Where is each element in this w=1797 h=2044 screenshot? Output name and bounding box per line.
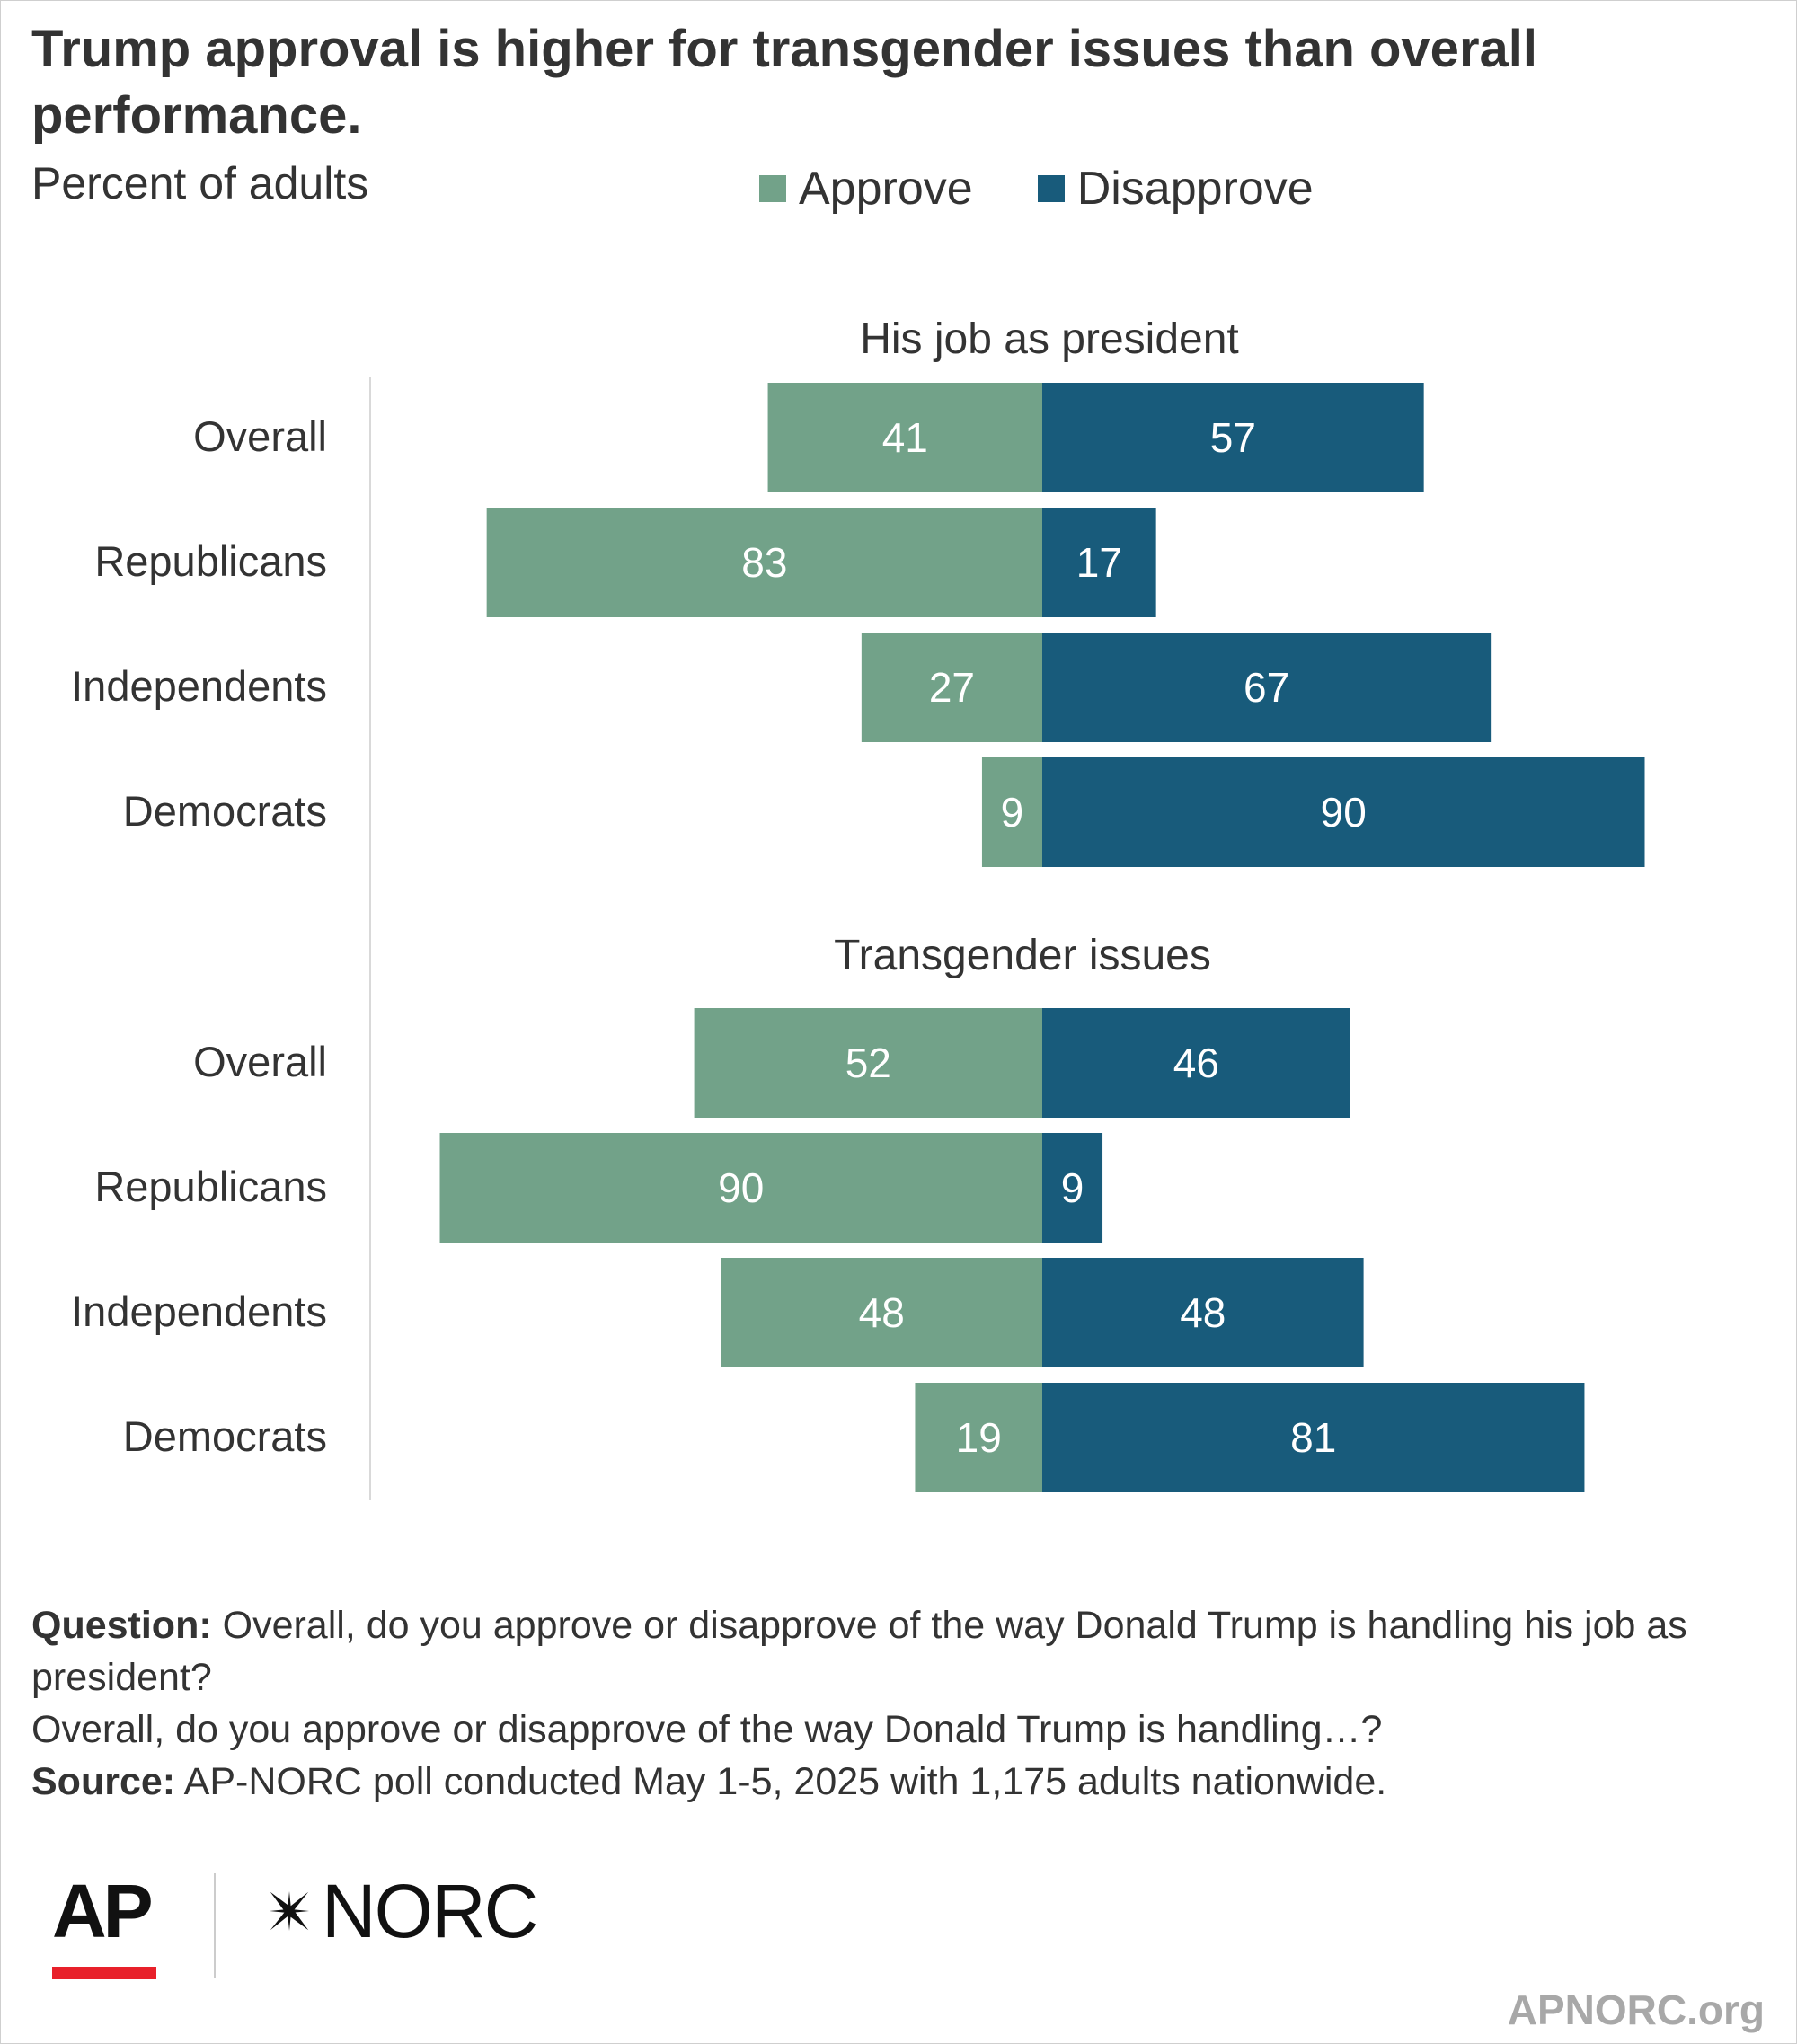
bar-disapprove-overall <box>1042 383 1424 492</box>
norc-logo-text: NORC <box>322 1869 538 1953</box>
bar-approve-independents <box>861 633 1042 742</box>
row-label-overall: Overall <box>193 1038 327 1085</box>
data-label-disapprove-democrats: 90 <box>1321 789 1367 836</box>
bar-disapprove-independents <box>1042 1258 1364 1367</box>
row-label-democrats: Democrats <box>122 787 327 835</box>
legend-item-disapprove: Disapprove <box>1037 162 1314 216</box>
row-label-independents: Independents <box>71 662 327 710</box>
bar-disapprove-overall <box>1042 1008 1350 1118</box>
footnote: Question: Overall, do you approve or dis… <box>31 1599 1766 1808</box>
group-title-job: His job as president <box>860 315 1239 363</box>
data-label-disapprove-republicans: 9 <box>1061 1164 1084 1211</box>
data-label-approve-democrats: 19 <box>956 1414 1002 1461</box>
site-url: APNORC.org <box>1507 1986 1765 2033</box>
bar-approve-republicans <box>439 1133 1042 1243</box>
ap-logo: AP <box>52 1873 160 1981</box>
bar-approve-overall <box>767 383 1042 492</box>
bar-disapprove-republicans <box>1042 1133 1103 1243</box>
footnote-question-2: Overall, do you approve or disapprove of… <box>31 1708 1383 1751</box>
footnote-question: Question: Overall, do you approve or dis… <box>31 1599 1766 1703</box>
legend-swatch-disapprove <box>1037 175 1065 202</box>
data-label-disapprove-overall: 57 <box>1210 414 1256 461</box>
chart-title: Trump approval is higher for transgender… <box>31 20 1537 145</box>
group-title-transgender: Transgender issues <box>834 932 1211 979</box>
data-label-disapprove-democrats: 81 <box>1290 1414 1336 1461</box>
bar-approve-republicans <box>486 508 1042 617</box>
data-label-approve-overall: 52 <box>845 1040 891 1086</box>
bar-disapprove-independents <box>1042 633 1492 742</box>
data-label-approve-republicans: 83 <box>741 539 787 586</box>
logos: AP NORC <box>52 1869 538 1981</box>
data-label-approve-republicans: 90 <box>718 1164 764 1211</box>
row-label-independents: Independents <box>71 1287 327 1335</box>
ap-logo-text: AP <box>52 1869 154 1953</box>
legend-label-disapprove: Disapprove <box>1076 163 1314 215</box>
data-label-approve-overall: 41 <box>882 414 928 461</box>
logo-divider <box>214 1873 216 1978</box>
data-label-approve-democrats: 9 <box>1001 789 1024 836</box>
question-text: Overall, do you approve or disapprove of… <box>31 1604 1687 1699</box>
bar-approve-overall <box>694 1008 1042 1118</box>
bar-disapprove-democrats <box>1042 757 1645 867</box>
norc-star-icon <box>270 1891 309 1931</box>
category-axis-line <box>369 377 371 1500</box>
data-label-approve-independents: 48 <box>859 1289 905 1336</box>
chart-subtitle: Percent of adults <box>31 158 369 208</box>
data-label-disapprove-republicans: 17 <box>1076 539 1122 586</box>
bar-disapprove-republicans <box>1042 508 1156 617</box>
legend-swatch-approve <box>759 175 786 202</box>
legend-item-approve: Approve <box>759 162 973 216</box>
footnote-source: Source: AP-NORC poll conducted May 1-5, … <box>31 1756 1766 1808</box>
legend: Approve Disapprove <box>759 162 1378 216</box>
data-label-disapprove-overall: 46 <box>1173 1040 1219 1086</box>
legend-label-approve: Approve <box>799 163 973 215</box>
data-label-disapprove-independents: 67 <box>1244 664 1289 711</box>
bar-disapprove-democrats <box>1042 1383 1585 1492</box>
ap-logo-bar <box>52 1967 156 1979</box>
source-text: AP-NORC poll conducted May 1-5, 2025 wit… <box>175 1760 1387 1803</box>
row-label-democrats: Democrats <box>122 1412 327 1460</box>
bar-approve-independents <box>721 1258 1042 1367</box>
row-label-republicans: Republicans <box>94 1163 327 1210</box>
data-label-approve-independents: 27 <box>929 664 975 711</box>
bar-approve-democrats <box>915 1383 1042 1492</box>
bar-approve-democrats <box>981 757 1042 867</box>
source-label: Source: <box>31 1760 176 1803</box>
row-label-overall: Overall <box>193 412 327 460</box>
norc-logo: NORC <box>261 1869 538 1953</box>
row-label-republicans: Republicans <box>94 537 327 585</box>
bars-plot: 41 57 83 17 27 67 9 90 52 46 90 9 48 48 19 81 <box>439 383 1645 1492</box>
question-label: Question: <box>31 1604 212 1647</box>
data-label-disapprove-independents: 48 <box>1180 1289 1226 1336</box>
